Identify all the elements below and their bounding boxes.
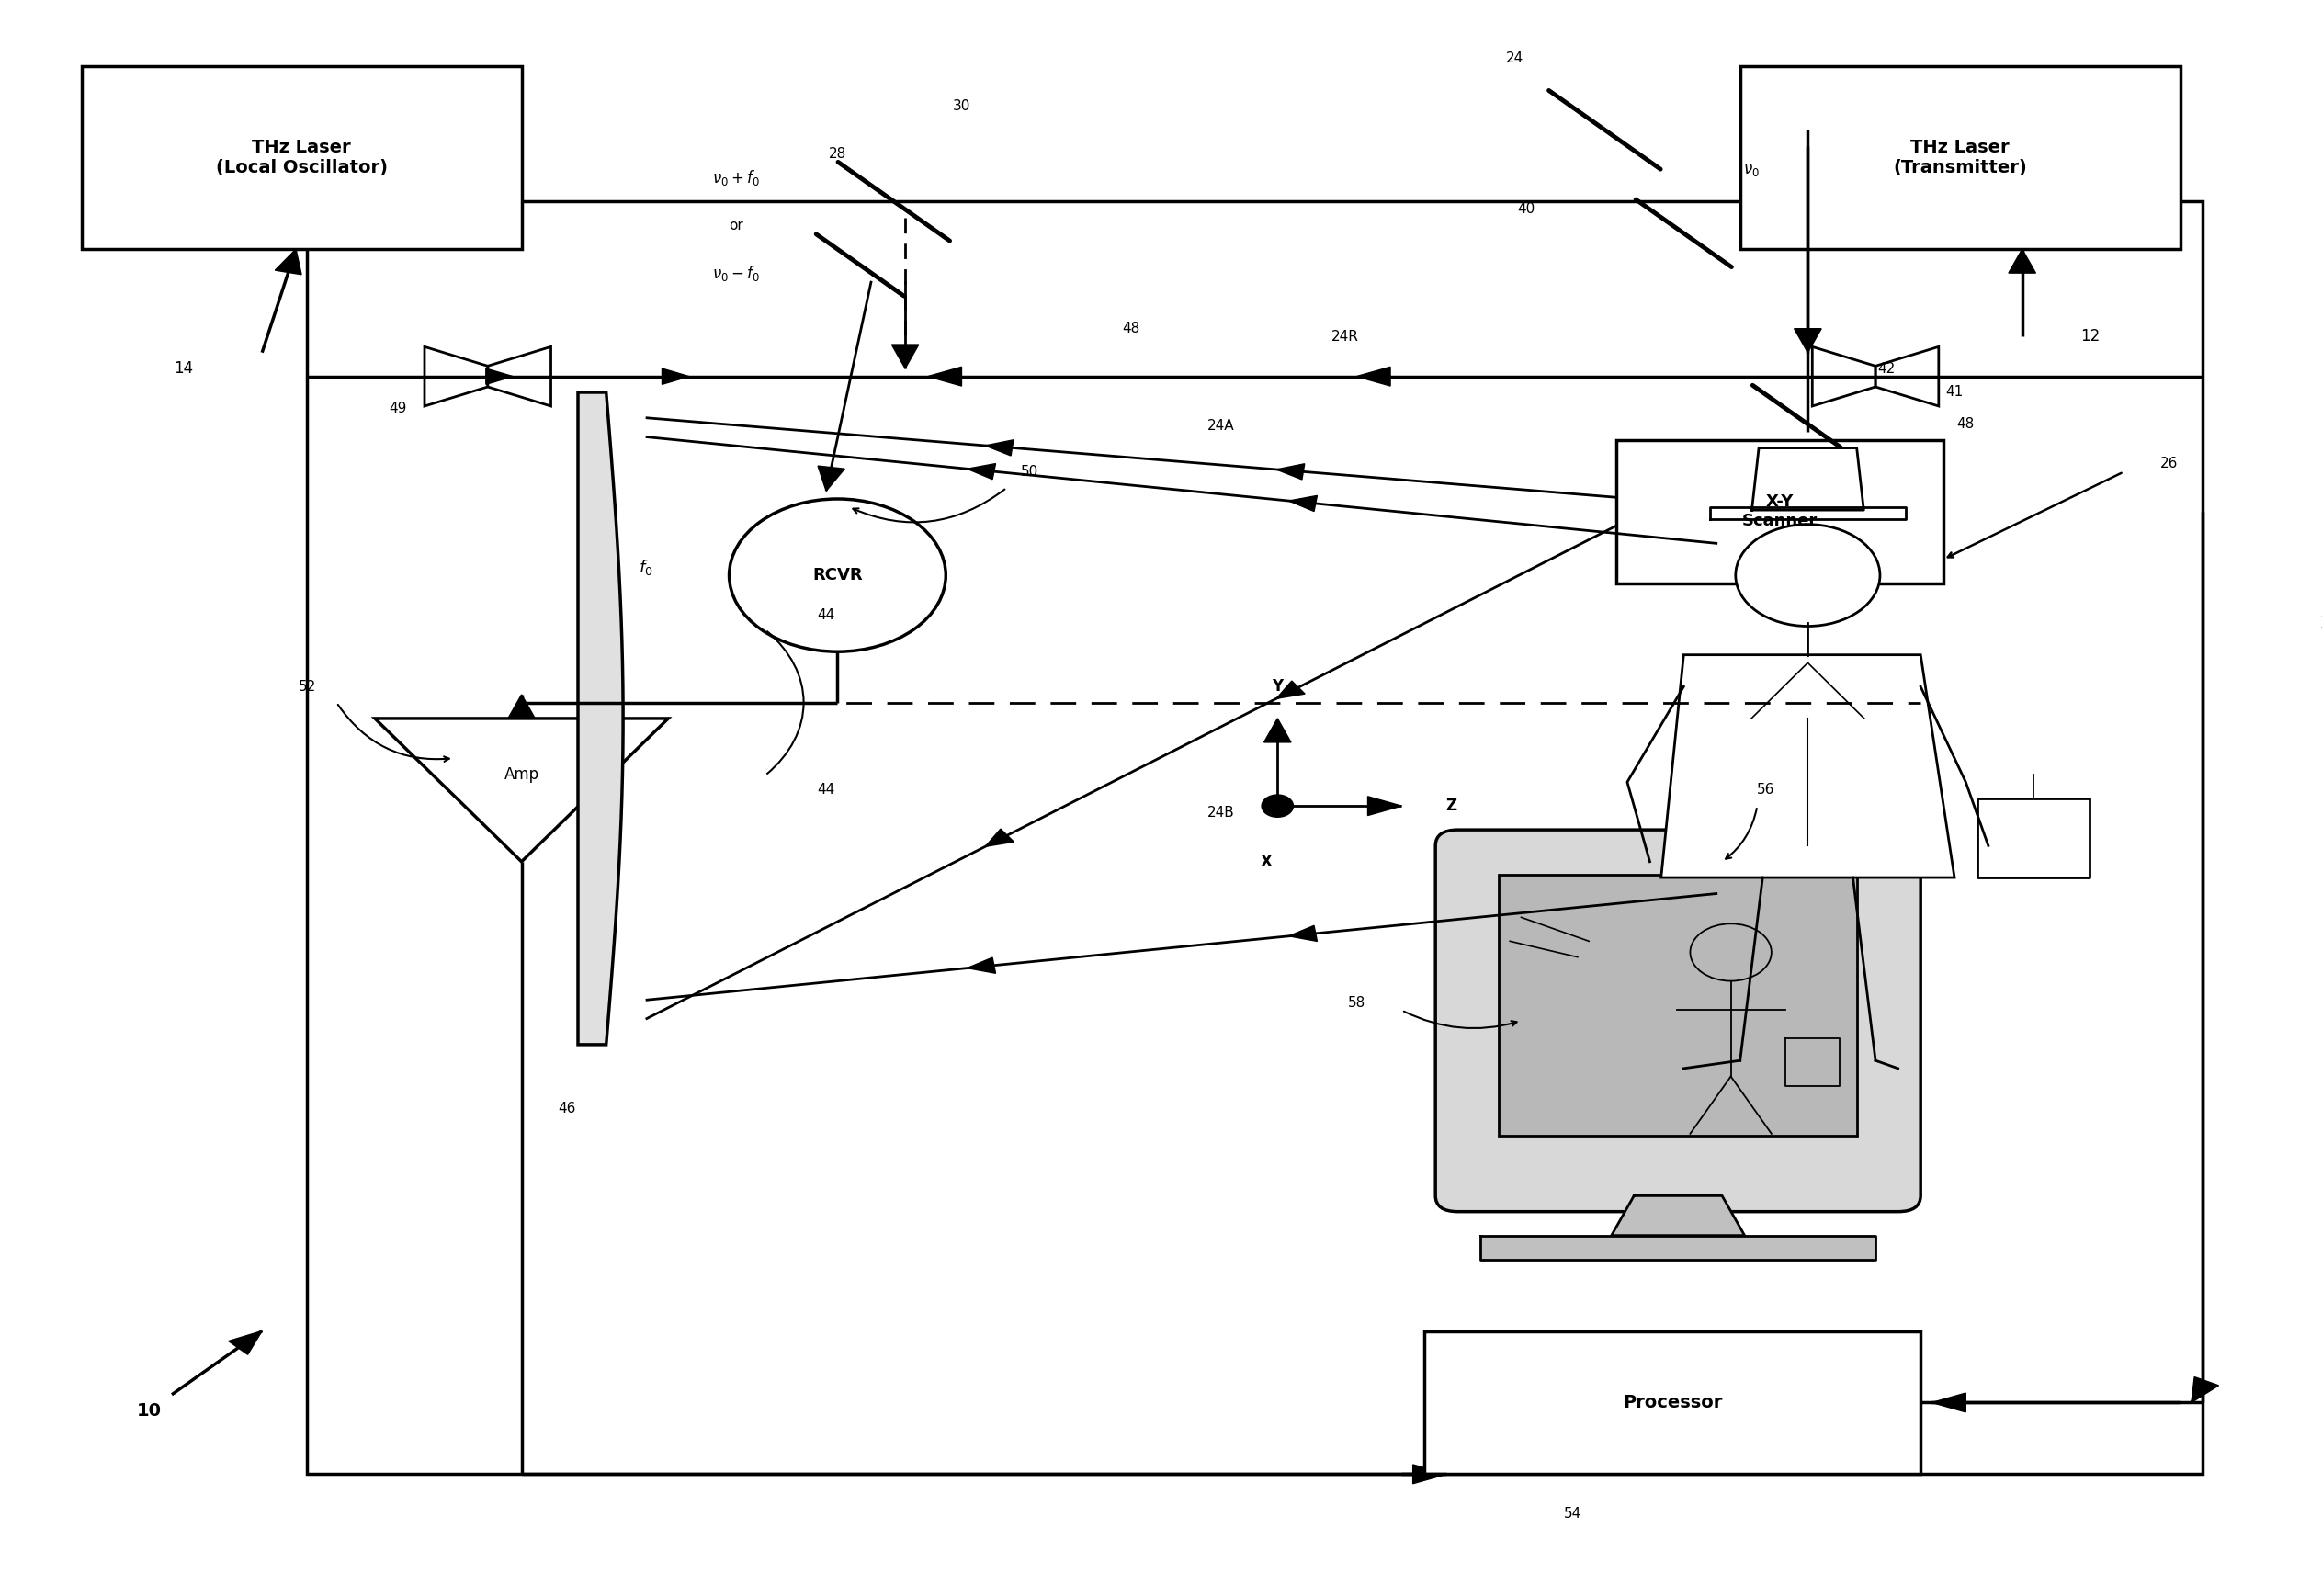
Polygon shape: [274, 249, 302, 275]
Polygon shape: [1289, 926, 1317, 942]
Polygon shape: [892, 345, 920, 369]
Bar: [81, 65, 522, 249]
Text: 50: 50: [1019, 464, 1038, 479]
Bar: [1616, 440, 1944, 583]
Text: X: X: [1261, 854, 1272, 870]
Polygon shape: [1751, 448, 1865, 511]
Text: 28: 28: [829, 147, 845, 161]
Polygon shape: [817, 466, 845, 492]
Text: 14: 14: [174, 361, 193, 377]
Text: $f_0$: $f_0$: [639, 557, 652, 578]
Text: Y: Y: [1272, 678, 1284, 694]
Text: 12: 12: [2081, 329, 2099, 345]
Polygon shape: [968, 958, 996, 974]
Polygon shape: [985, 440, 1012, 456]
Bar: [1739, 65, 2180, 249]
Polygon shape: [1277, 681, 1305, 699]
Text: 24B: 24B: [1207, 806, 1235, 819]
Polygon shape: [1795, 329, 1820, 353]
Text: Processor: Processor: [1623, 1393, 1723, 1411]
Text: 58: 58: [1347, 996, 1365, 1010]
Polygon shape: [662, 369, 690, 385]
Text: 48: 48: [1957, 417, 1974, 431]
Polygon shape: [2009, 249, 2036, 273]
Polygon shape: [1660, 654, 1955, 878]
Polygon shape: [1263, 718, 1291, 742]
Text: $\nu_0 + f_0$: $\nu_0 + f_0$: [713, 168, 759, 187]
FancyBboxPatch shape: [1435, 830, 1920, 1211]
Text: 41: 41: [1946, 385, 1964, 399]
Polygon shape: [1356, 367, 1391, 386]
Text: 24A: 24A: [1207, 418, 1235, 433]
Text: 24R: 24R: [1331, 330, 1358, 343]
Circle shape: [1261, 795, 1293, 817]
Polygon shape: [1289, 496, 1317, 511]
Text: 26: 26: [2159, 456, 2178, 471]
Text: 46: 46: [557, 1101, 576, 1116]
Polygon shape: [578, 393, 622, 1045]
Polygon shape: [1481, 1235, 1876, 1259]
Text: $\nu_0$: $\nu_0$: [1744, 161, 1760, 177]
Text: 54: 54: [1565, 1507, 1581, 1521]
Circle shape: [1735, 525, 1881, 626]
Polygon shape: [374, 718, 669, 862]
Polygon shape: [1709, 508, 1906, 520]
Polygon shape: [929, 367, 961, 386]
Bar: [307, 201, 2204, 1475]
Text: RCVR: RCVR: [813, 567, 861, 584]
Text: 49: 49: [388, 401, 406, 415]
Polygon shape: [1277, 464, 1305, 479]
Bar: [1423, 1331, 1920, 1475]
Polygon shape: [485, 369, 513, 385]
Polygon shape: [2192, 1377, 2218, 1403]
Text: 44: 44: [817, 784, 836, 796]
Polygon shape: [985, 828, 1015, 846]
Text: 40: 40: [1516, 203, 1535, 217]
Text: 42: 42: [1878, 362, 1895, 375]
Bar: [1498, 875, 1858, 1135]
Polygon shape: [968, 463, 996, 479]
Polygon shape: [1932, 1393, 1967, 1412]
Polygon shape: [509, 694, 534, 718]
Text: 10: 10: [137, 1401, 163, 1419]
Text: X-Y
Scanner: X-Y Scanner: [1742, 493, 1818, 530]
Polygon shape: [1412, 1465, 1447, 1484]
Polygon shape: [1611, 1195, 1744, 1235]
Polygon shape: [228, 1331, 262, 1355]
Text: Amp: Amp: [504, 766, 539, 782]
Text: 24: 24: [1505, 51, 1523, 65]
Text: 44: 44: [817, 608, 836, 622]
Text: 52: 52: [297, 680, 316, 694]
Text: or: or: [729, 219, 743, 231]
Text: THz Laser
(Transmitter): THz Laser (Transmitter): [1892, 139, 2027, 177]
Text: $\nu_0 - f_0$: $\nu_0 - f_0$: [713, 263, 759, 282]
Text: THz Laser
(Local Oscillator): THz Laser (Local Oscillator): [216, 139, 388, 177]
Circle shape: [729, 500, 945, 651]
Text: 56: 56: [1758, 784, 1774, 796]
Polygon shape: [1368, 796, 1402, 816]
Text: 30: 30: [952, 99, 971, 113]
Text: Z: Z: [1447, 798, 1456, 814]
Text: 48: 48: [1122, 322, 1140, 335]
Polygon shape: [1976, 798, 2090, 878]
